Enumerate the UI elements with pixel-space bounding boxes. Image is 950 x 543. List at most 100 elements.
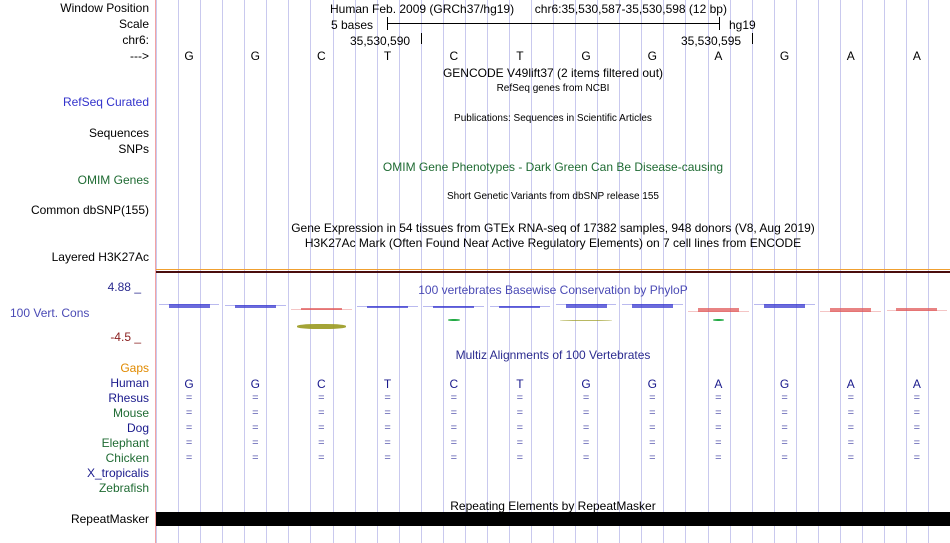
ruler-base: G (184, 49, 194, 63)
alignment-match-mark: = (384, 422, 391, 434)
assembly-db-label: hg19 (729, 18, 756, 32)
scale-tick-right (719, 17, 720, 30)
alignment-match-mark: = (913, 422, 921, 434)
alignment-match-mark: = (582, 437, 590, 449)
gencode-track-title[interactable]: GENCODE V49lift37 (2 items filtered out) (442, 66, 664, 80)
conservation-bar (367, 306, 409, 309)
gtex-track-title[interactable]: Gene Expression in 54 tissues from GTEx … (291, 221, 815, 235)
conservation-accent (296, 324, 347, 329)
alignment-base: G (184, 377, 194, 391)
conservation-accent (712, 319, 725, 321)
alignment-match-mark: = (715, 392, 722, 404)
conservation-bar (631, 304, 673, 309)
alignment-match-mark: = (649, 437, 656, 449)
alignment-match-mark: = (384, 452, 391, 464)
omim-track-title[interactable]: OMIM Gene Phenotypes - Dark Green Can Be… (382, 160, 724, 174)
alignment-match-mark: = (781, 392, 788, 404)
publications-track-title[interactable]: Publications: Sequences in Scientific Ar… (454, 113, 652, 124)
label-zebrafish[interactable]: Zebrafish (98, 481, 149, 495)
label-sequences[interactable]: Sequences (88, 126, 149, 140)
alignment-match-mark: = (582, 452, 590, 464)
alignment-base: A (846, 377, 855, 391)
alignment-match-mark: = (450, 392, 458, 404)
ruler-coord-left: 35,530,590 (350, 34, 411, 48)
conservation-bar (697, 308, 739, 312)
scale-bar-line (387, 23, 720, 24)
alignment-base: C (449, 377, 459, 391)
phylop-track-title[interactable]: 100 vertebrates Basewise Conservation by… (418, 283, 688, 297)
conservation-bar (433, 306, 475, 309)
label-layered-h3k27ac[interactable]: Layered H3K27Ac (51, 250, 149, 264)
alignment-match-mark: = (516, 437, 524, 449)
label-x-tropicalis[interactable]: X_tropicalis (86, 466, 149, 480)
label-cons-min-value: -4.5 _ (110, 330, 141, 344)
ruler-coord-right-tick (752, 33, 753, 44)
alignment-match-mark: = (516, 392, 524, 404)
h3k27ac-track-title[interactable]: H3K27Ac Mark (Often Found Near Active Re… (304, 236, 802, 250)
label-mouse[interactable]: Mouse (112, 406, 149, 420)
alignment-match-mark: = (185, 422, 193, 434)
ruler-base: T (383, 49, 392, 63)
label-window-position: Window Position (60, 1, 149, 15)
label-elephant[interactable]: Elephant (101, 436, 149, 450)
conservation-bar (234, 305, 276, 309)
label-common-dbsnp[interactable]: Common dbSNP(155) (30, 203, 149, 217)
multiz-track-title[interactable]: Multiz Alignments of 100 Vertebrates (455, 348, 651, 362)
assembly-and-position-line: Human Feb. 2009 (GRCh37/hg19) chr6:35,53… (330, 2, 950, 16)
alignment-match-mark: = (185, 452, 193, 464)
conservation-bar (830, 308, 872, 312)
alignment-match-mark: = (913, 407, 921, 419)
ruler-base: C (317, 49, 326, 63)
conservation-tick (158, 304, 220, 306)
label-repeatmasker[interactable]: RepeatMasker (70, 512, 149, 526)
conservation-tick (423, 306, 485, 308)
alignment-match-mark: = (450, 407, 458, 419)
alignment-match-mark: = (516, 452, 524, 464)
label-strand-arrow: ---> (130, 49, 149, 63)
alignment-match-mark: = (715, 422, 722, 434)
alignment-match-mark: = (318, 392, 325, 404)
label-100-vert-cons[interactable]: 100 Vert. Cons (10, 306, 90, 320)
ruler-coord-left-tick (421, 33, 422, 44)
label-dog[interactable]: Dog (126, 421, 149, 435)
label-rhesus[interactable]: Rhesus (108, 391, 149, 405)
conservation-bar (168, 304, 210, 309)
alignment-match-mark: = (252, 422, 259, 434)
conservation-top-maroon-rule (156, 271, 950, 273)
label-refseq-curated[interactable]: RefSeq Curated (62, 95, 149, 109)
label-cons-max-value: 4.88 _ (107, 280, 141, 294)
ruler-base: T (516, 49, 524, 63)
alignment-match-mark: = (847, 452, 855, 464)
alignment-base: G (779, 377, 790, 391)
label-chicken[interactable]: Chicken (105, 451, 149, 465)
ruler-base: G (647, 49, 657, 63)
alignment-match-mark: = (582, 407, 590, 419)
ruler-base: A (714, 49, 723, 63)
ruler-base: A (912, 49, 921, 63)
alignment-base: G (581, 377, 591, 391)
label-chrom: chr6: (122, 33, 149, 47)
alignment-base: G (250, 377, 260, 391)
label-snps[interactable]: SNPs (118, 142, 149, 156)
dbsnp-track-title[interactable]: Short Genetic Variants from dbSNP releas… (447, 191, 659, 202)
label-omim-genes[interactable]: OMIM Genes (77, 173, 149, 187)
conservation-bar (565, 303, 607, 309)
alignment-match-mark: = (185, 437, 193, 449)
ruler-base: A (846, 49, 855, 63)
conservation-bar (499, 306, 541, 309)
refseq-track-title[interactable]: RefSeq genes from NCBI (496, 83, 610, 94)
conservation-tick (357, 306, 418, 308)
label-human[interactable]: Human (110, 376, 149, 390)
alignment-match-mark: = (318, 422, 325, 434)
scale-bar-label: 5 bases (331, 18, 374, 32)
repeatmasker-track-title[interactable]: Repeating Elements by RepeatMasker (450, 499, 656, 513)
label-gaps[interactable]: Gaps (120, 361, 149, 375)
conservation-bar (764, 304, 806, 309)
alignment-match-mark: = (913, 392, 921, 404)
conservation-tick (688, 310, 749, 312)
repeatmasker-bar[interactable] (156, 512, 950, 526)
alignment-match-mark: = (318, 407, 325, 419)
alignment-base: A (912, 377, 921, 391)
alignment-match-mark: = (516, 422, 524, 434)
conservation-top-orange-rule (156, 269, 950, 270)
